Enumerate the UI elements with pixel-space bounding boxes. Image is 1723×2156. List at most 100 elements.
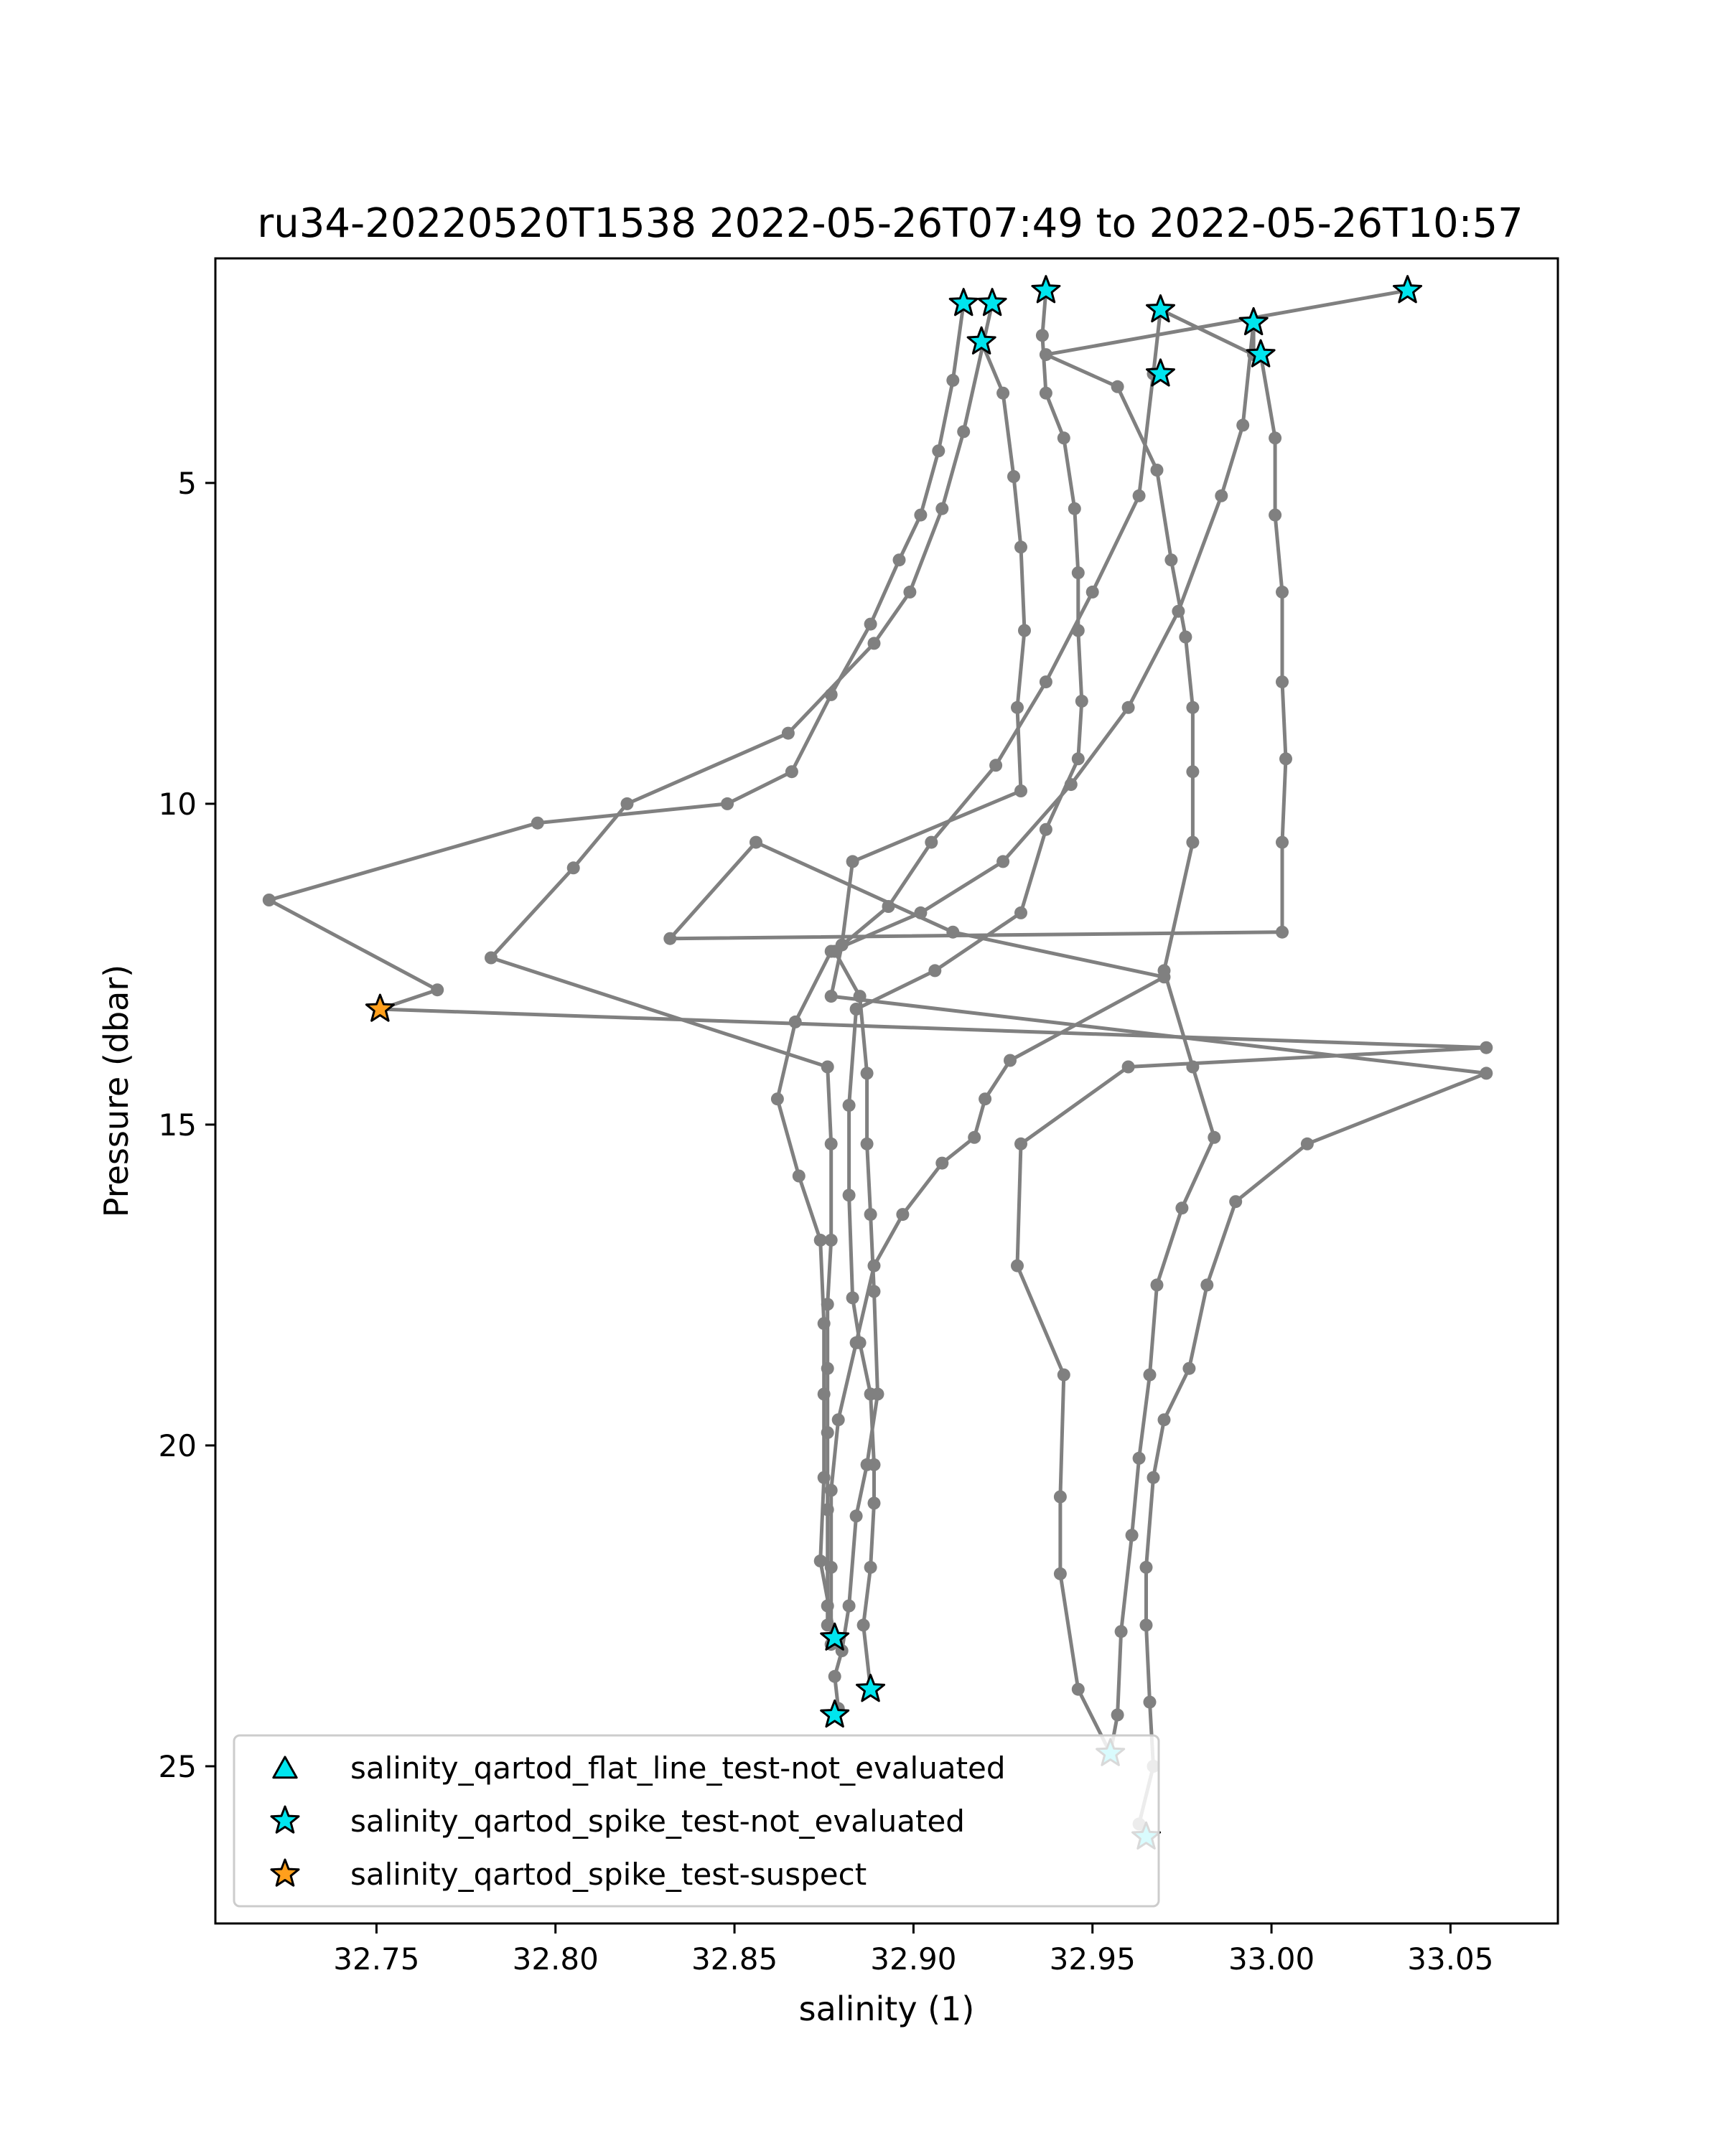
profile-line-2 [489, 303, 994, 1639]
data-point [821, 1426, 834, 1440]
data-point [788, 1015, 802, 1028]
x-tick-label: 32.85 [691, 1941, 778, 1977]
data-point [935, 1156, 949, 1170]
legend-label: salinity_qartod_flat_line_test-not_evalu… [350, 1750, 1006, 1786]
data-point [1068, 502, 1081, 515]
data-point [1229, 1195, 1243, 1209]
data-point [1071, 1682, 1085, 1696]
flag-star-marker [820, 1622, 850, 1651]
data-point [813, 1554, 827, 1567]
data-point [1269, 508, 1282, 522]
data-point [867, 1496, 881, 1510]
data-point [770, 1092, 784, 1106]
x-axis-ticks: 32.75 32.80 32.85 32.90 32.95 33.00 33.05 [333, 1923, 1494, 1977]
data-point [1039, 348, 1052, 362]
legend-triangle-icon [272, 1756, 298, 1779]
data-point [914, 508, 928, 522]
x-tick-label: 32.90 [870, 1941, 956, 1977]
y-tick-label: 25 [159, 1749, 197, 1784]
legend: salinity_qartod_flat_line_test-not_evalu… [233, 1734, 1160, 1908]
data-point [1114, 1625, 1128, 1639]
data-point [903, 585, 917, 599]
data-point [1276, 585, 1289, 599]
chart-title: ru34-20220520T1538 2022-05-26T07:49 to 2… [257, 200, 1523, 247]
flag-star-marker [1031, 275, 1061, 304]
data-point [824, 688, 838, 701]
data-point [871, 1387, 884, 1401]
data-point [817, 1317, 831, 1331]
data-point [1121, 1060, 1135, 1074]
data-point [935, 502, 949, 515]
y-tick-label: 10 [159, 787, 197, 822]
data-point [824, 945, 838, 958]
data-point [1215, 489, 1228, 502]
data-point [946, 373, 960, 387]
data-point [1143, 1695, 1157, 1709]
profile-line-6 [668, 354, 1288, 1645]
data-point [928, 964, 942, 978]
data-point [1164, 553, 1178, 567]
flag-star-marker [1238, 306, 1269, 336]
profile-line-7 [1044, 289, 1409, 1754]
data-point [485, 951, 498, 965]
data-point [824, 1484, 838, 1497]
flag-star-marker [1246, 339, 1276, 367]
legend-box [233, 1734, 1160, 1908]
data-point [431, 983, 444, 997]
data-point [1039, 675, 1052, 689]
data-point [1132, 489, 1146, 502]
data-point [828, 1669, 841, 1683]
legend-label: salinity_qartod_spike_test-not_evaluated [350, 1804, 965, 1839]
data-point [1111, 380, 1124, 393]
data-point [1014, 540, 1027, 554]
flag-star-marker [820, 1699, 850, 1728]
data-point [620, 797, 634, 810]
data-point [1071, 566, 1085, 580]
data-point [946, 925, 960, 939]
data-point [1179, 630, 1192, 644]
data-point [849, 1509, 863, 1523]
data-point [842, 1189, 856, 1202]
flag-star-marker [1146, 294, 1175, 323]
x-axis-label: salinity (1) [799, 1989, 975, 2028]
y-tick-label: 20 [159, 1428, 197, 1463]
data-point [1182, 1361, 1196, 1375]
data-point [1186, 700, 1200, 714]
data-point [1018, 624, 1031, 637]
data-point [1014, 906, 1027, 919]
data-point [1121, 700, 1135, 714]
data-point [968, 1130, 981, 1144]
flag-star-marker [948, 288, 979, 317]
data-point [856, 1618, 870, 1632]
data-point [849, 1003, 863, 1016]
data-point [1139, 1560, 1153, 1574]
data-point [785, 765, 798, 779]
data-point [262, 894, 276, 906]
data-point [979, 1092, 992, 1106]
data-point [896, 1208, 910, 1222]
y-tick-label: 5 [177, 466, 197, 501]
data-point [663, 932, 677, 945]
data-point [1186, 1060, 1200, 1074]
data-point [1014, 1137, 1027, 1150]
data-point [1064, 778, 1078, 792]
data-point [860, 1137, 874, 1150]
data-point [1143, 1368, 1157, 1382]
data-point [821, 1060, 834, 1074]
y-axis-ticks: 5 10 15 20 25 [159, 466, 215, 1784]
data-point [824, 1560, 838, 1574]
data-point [1039, 822, 1052, 836]
data-point [1157, 1413, 1171, 1427]
data-point [781, 726, 795, 740]
flag-star-marker [365, 993, 395, 1022]
data-point [1085, 585, 1099, 599]
data-point [831, 1413, 845, 1427]
data-point [892, 553, 906, 567]
data-point [1208, 1130, 1221, 1144]
data-point [1053, 1490, 1067, 1504]
data-point [882, 900, 895, 913]
data-point [817, 1471, 831, 1484]
data-point [864, 1560, 877, 1574]
